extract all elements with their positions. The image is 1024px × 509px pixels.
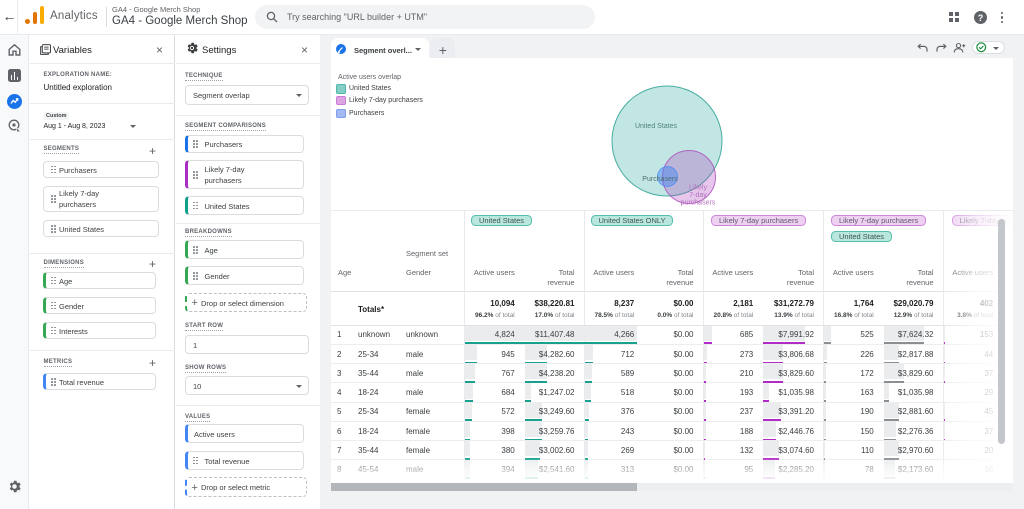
svg-text:United States: United States	[635, 123, 678, 130]
svg-text:7-day: 7-day	[689, 192, 707, 199]
svg-text:purchasers: purchasers	[681, 200, 716, 207]
svg-text:Purchasers: Purchasers	[642, 176, 678, 183]
svg-text:Likely: Likely	[689, 185, 707, 192]
